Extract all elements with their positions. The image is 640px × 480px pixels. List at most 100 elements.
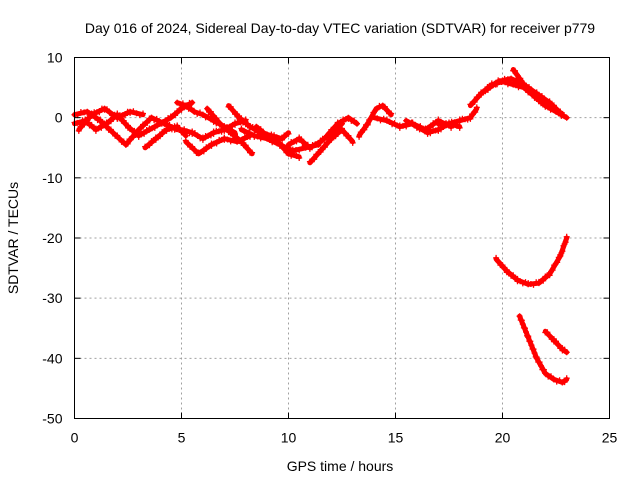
data-point: [141, 130, 148, 137]
data-point: [547, 106, 554, 113]
y-tick-label: -20: [42, 230, 62, 246]
data-point: [373, 106, 380, 113]
data-point: [144, 119, 151, 126]
data-point: [345, 114, 352, 121]
data-point: [495, 258, 502, 265]
data-point: [264, 132, 271, 139]
data-point: [446, 121, 452, 128]
data-point: [116, 135, 123, 142]
data-point: [227, 103, 234, 110]
tick-layer: 0 5 10 15 20 25 10 0 -10 -20 -30 -40 -50: [42, 50, 617, 446]
data-point: [189, 99, 196, 106]
x-tick-label: 25: [602, 430, 618, 446]
data-point: [517, 75, 524, 82]
data-point: [523, 329, 529, 335]
x-tick-label: 5: [178, 430, 186, 446]
data-point: [554, 259, 561, 266]
data-point: [213, 140, 220, 147]
data-point: [512, 67, 518, 74]
data-point: [81, 121, 88, 128]
data-point: [107, 118, 114, 125]
data-point: [174, 122, 181, 129]
x-axis-label: GPS time / hours: [287, 458, 394, 474]
data-point: [188, 105, 195, 112]
data-point: [229, 107, 236, 114]
data-point: [332, 133, 339, 140]
series-sat-k: [253, 123, 303, 161]
data-point: [377, 117, 384, 124]
data-point: [546, 332, 553, 339]
data-point: [544, 329, 551, 336]
data-point: [151, 124, 158, 131]
data-point: [563, 375, 570, 382]
data-point: [454, 119, 460, 126]
data-point: [519, 321, 526, 328]
data-point: [553, 338, 559, 345]
data-point: [345, 132, 352, 139]
data-point: [209, 112, 216, 119]
x-tick-label: 15: [388, 430, 404, 446]
series-sat-h: [204, 105, 256, 157]
data-point: [550, 102, 557, 109]
y-tick-label: 0: [55, 110, 63, 126]
data-point: [559, 248, 566, 255]
series-sat-x: [542, 328, 570, 356]
x-tick-label: 10: [281, 430, 297, 446]
data-point: [127, 109, 134, 116]
data-point: [130, 134, 137, 141]
data-point: [104, 106, 110, 113]
data-point: [199, 111, 206, 118]
data-point: [530, 281, 537, 288]
data-point: [354, 120, 360, 127]
data-point: [471, 99, 478, 105]
data-point: [484, 87, 491, 93]
data-point: [530, 346, 537, 353]
data-point: [232, 121, 238, 128]
data-point: [254, 133, 261, 140]
series-sat-w: [516, 313, 570, 386]
data-point: [533, 355, 540, 362]
data-point: [341, 129, 348, 136]
data-point: [542, 370, 549, 377]
data-point: [244, 146, 251, 152]
data-point: [498, 79, 505, 85]
data-point: [257, 135, 264, 142]
data-point: [189, 130, 196, 137]
series-sat-m: [306, 125, 356, 166]
data-point: [529, 90, 536, 96]
data-point: [224, 136, 231, 143]
data-point: [499, 262, 506, 269]
data-point: [210, 130, 217, 137]
data-point: [467, 115, 474, 122]
y-axis-label: SDTVAR / TECUs: [5, 182, 21, 294]
data-point: [403, 117, 410, 124]
data-point: [374, 115, 381, 122]
data-point: [383, 107, 390, 114]
data-point: [120, 117, 127, 124]
data-point: [549, 267, 556, 274]
series-sat-c: [75, 105, 146, 134]
data-point: [519, 79, 526, 86]
series-sat-v: [493, 233, 570, 288]
data-point: [279, 142, 286, 149]
data-point: [559, 111, 566, 118]
data-point: [136, 112, 143, 119]
y-tick-label: -50: [42, 411, 62, 427]
data-point: [200, 148, 207, 155]
data-point: [213, 115, 220, 122]
data-point: [96, 109, 103, 116]
data-point: [347, 136, 354, 143]
data-point: [157, 133, 164, 140]
data-point: [266, 135, 273, 142]
data-point: [281, 146, 288, 152]
data-point: [563, 233, 570, 240]
data-point: [279, 136, 286, 143]
data-point: [146, 142, 153, 149]
data-point: [364, 121, 371, 128]
y-tick-label: -40: [42, 350, 62, 366]
data-point: [191, 146, 198, 153]
data-point: [473, 104, 480, 111]
data-point: [168, 126, 175, 133]
data-point: [464, 116, 471, 123]
